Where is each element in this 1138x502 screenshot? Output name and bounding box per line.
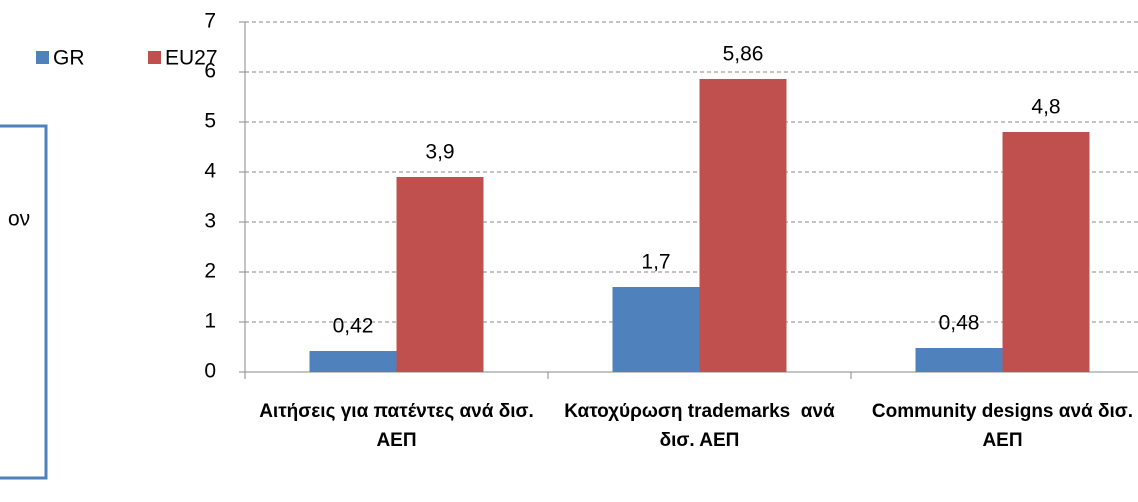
bar bbox=[396, 177, 484, 372]
legend-swatch bbox=[36, 51, 49, 64]
x-tick-label: Αιτήσεις για πατέντες ανά δισ. ΑΕΠ bbox=[259, 401, 539, 451]
data-label: 3,9 bbox=[425, 141, 454, 164]
fragment-text: ον bbox=[8, 208, 30, 231]
data-label: 1,7 bbox=[641, 251, 670, 274]
legend-swatch bbox=[148, 51, 161, 64]
bar bbox=[699, 79, 787, 372]
y-tick-label: 0 bbox=[204, 360, 216, 383]
y-tick-label: 5 bbox=[204, 110, 216, 133]
y-tick-label: 4 bbox=[204, 160, 216, 183]
y-tick-label: 2 bbox=[204, 260, 216, 283]
y-tick-label: 6 bbox=[204, 60, 216, 83]
bar bbox=[915, 348, 1003, 372]
y-tick-label: 7 bbox=[204, 10, 216, 33]
y-tick-label: 1 bbox=[204, 310, 216, 333]
bar bbox=[1002, 132, 1090, 372]
bar bbox=[309, 351, 397, 372]
bar bbox=[612, 287, 700, 372]
legend-label: EU27 bbox=[165, 47, 218, 70]
legend-label: GR bbox=[53, 47, 85, 70]
data-label: 5,86 bbox=[723, 43, 764, 66]
data-label: 0,42 bbox=[333, 315, 374, 338]
x-tick-label: Κατοχύρωση trademarks ανά δισ. ΑΕΠ bbox=[564, 401, 840, 451]
side-box bbox=[0, 124, 48, 480]
x-tick-label: Community designs ανά δισ. ΑΕΠ bbox=[871, 401, 1138, 451]
data-label: 4,8 bbox=[1031, 96, 1060, 119]
data-label: 0,48 bbox=[939, 312, 980, 335]
y-tick-label: 3 bbox=[204, 210, 216, 233]
